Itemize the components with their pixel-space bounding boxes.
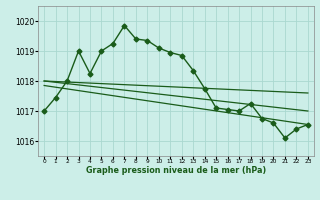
X-axis label: Graphe pression niveau de la mer (hPa): Graphe pression niveau de la mer (hPa) [86,166,266,175]
